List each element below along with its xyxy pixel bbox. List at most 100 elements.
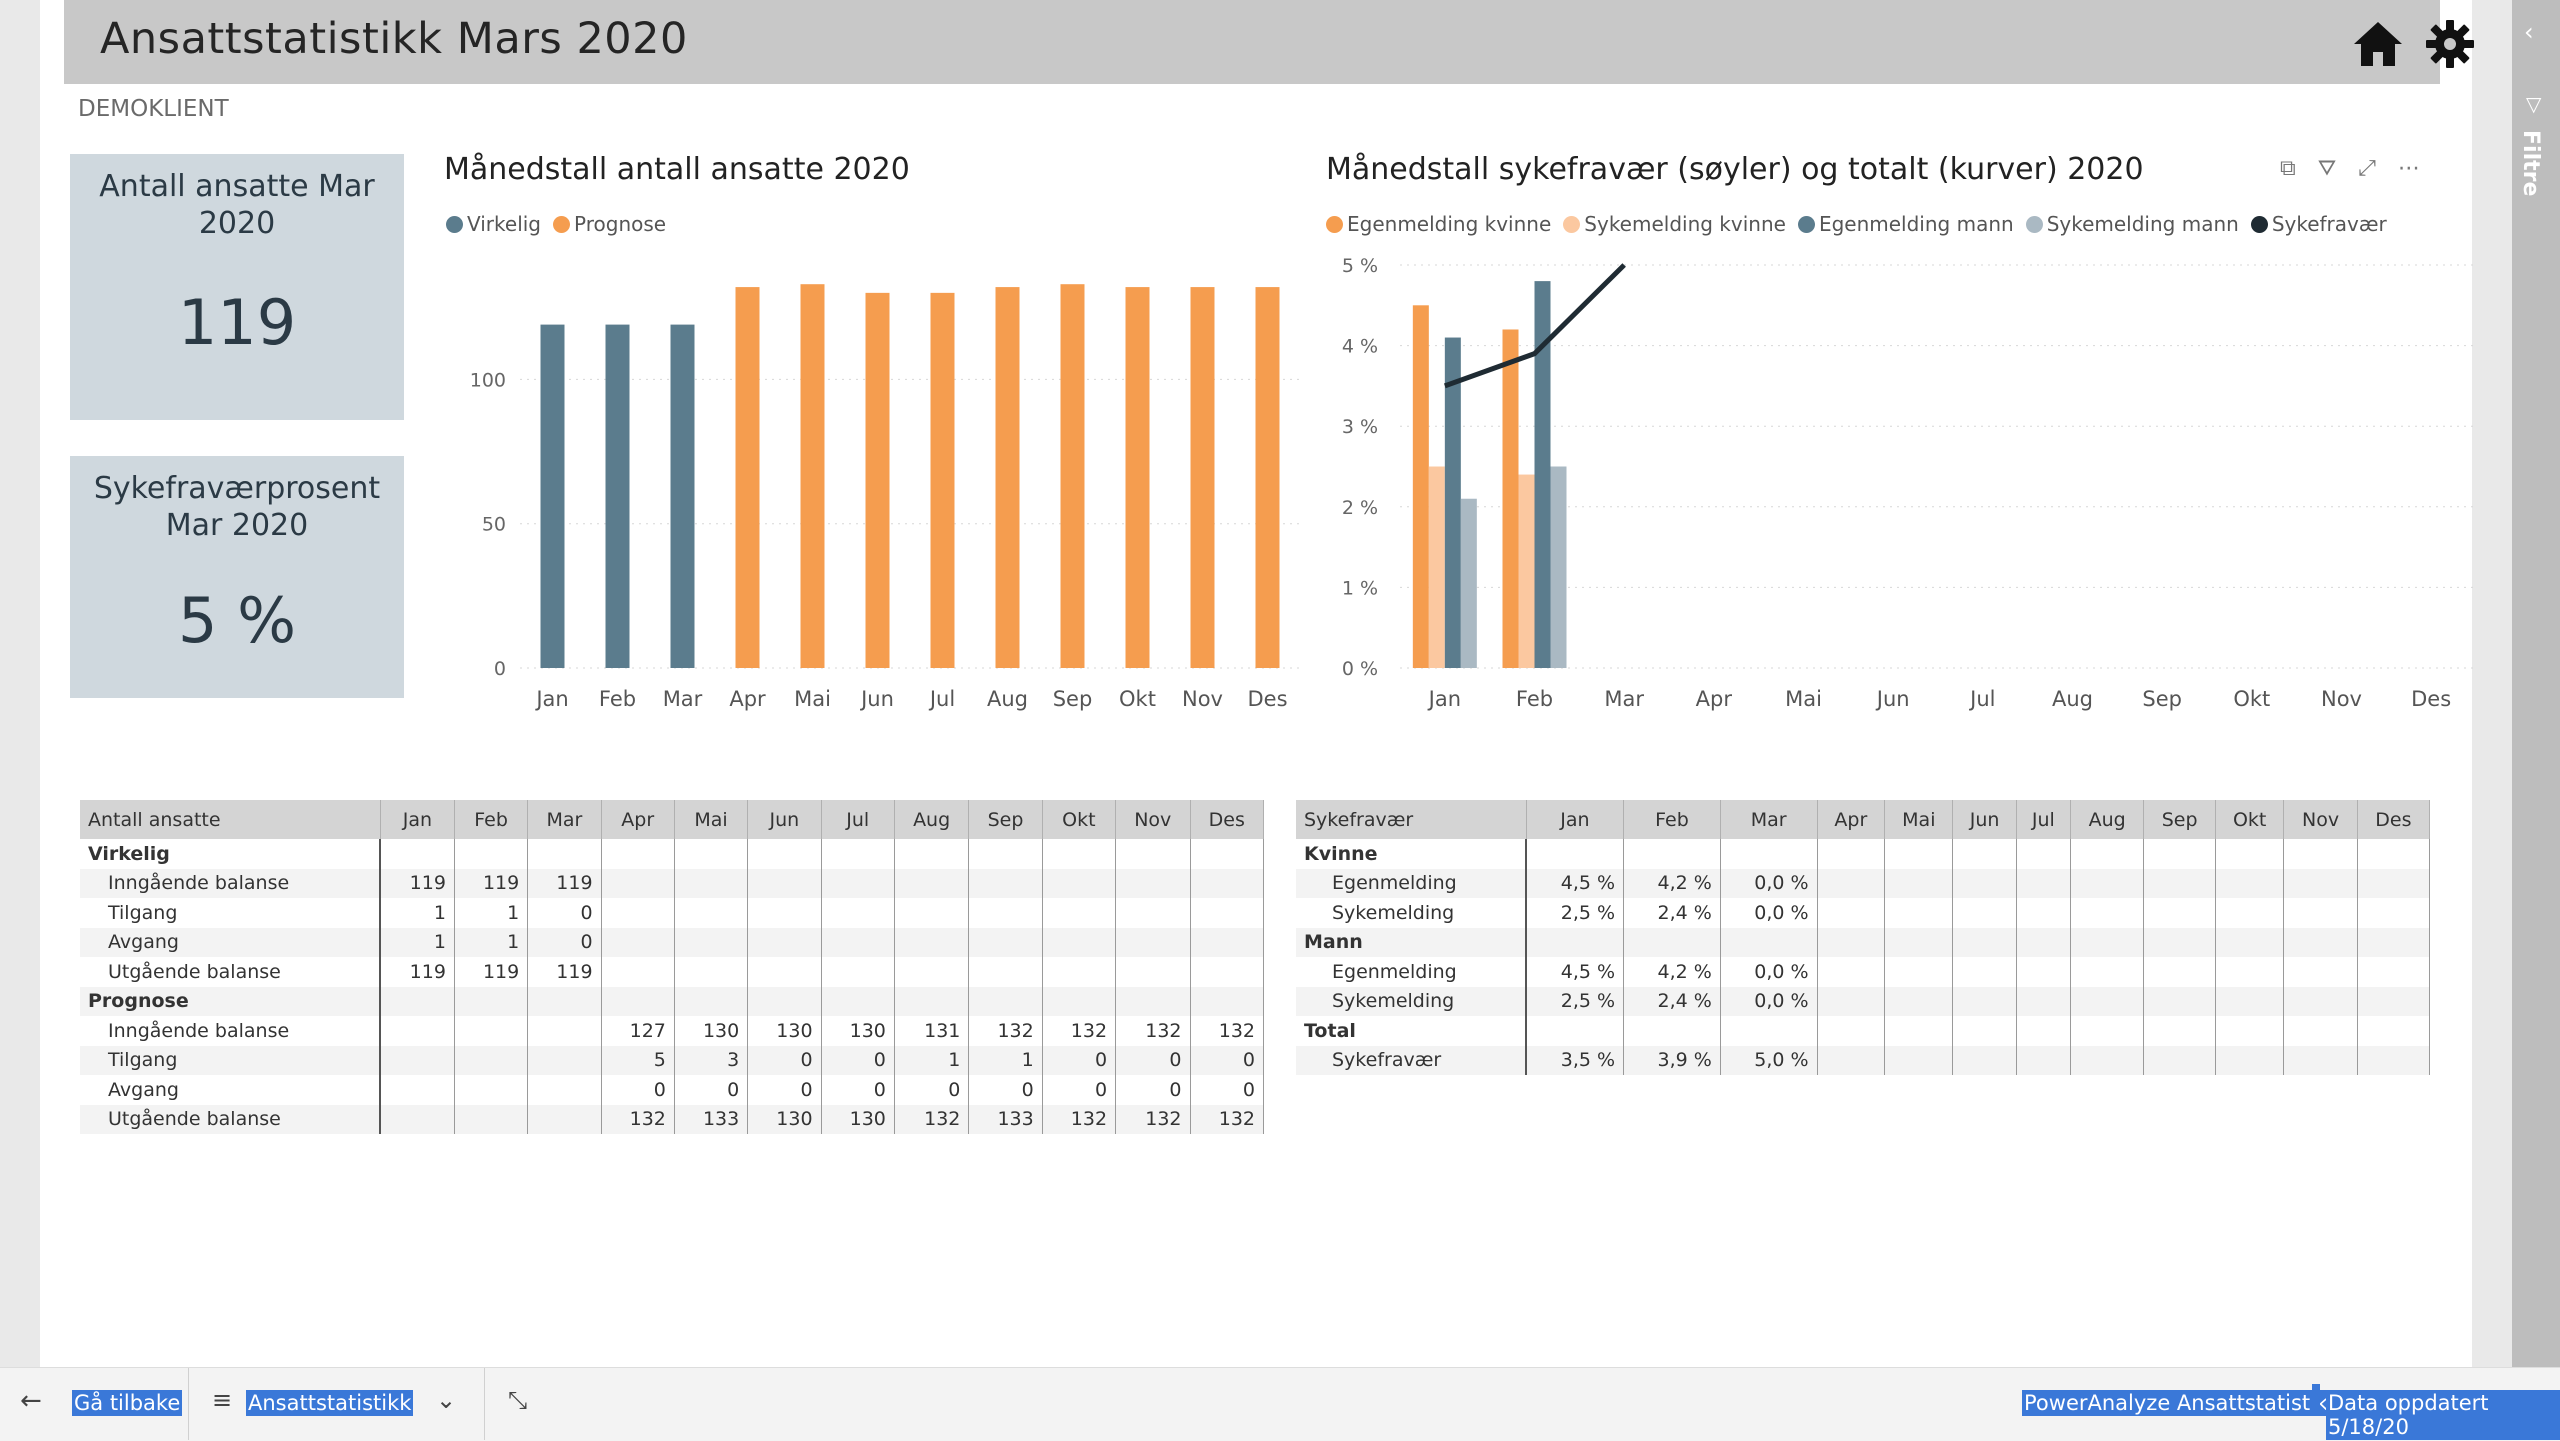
legend-swatch [2025, 215, 2043, 233]
arrow-left-icon[interactable]: ← [20, 1386, 42, 1416]
table-cell [1817, 868, 1886, 898]
table-cell: 0 [821, 1075, 895, 1105]
row-label: Total [1296, 1016, 1528, 1046]
chevron-down-icon[interactable]: ⌄ [436, 1386, 457, 1414]
visual-header-icons: ⧉ ⛛ ⤢ ⋯ [2280, 156, 2420, 181]
legend-item[interactable]: Sykefravær [2250, 212, 2387, 236]
legend-item[interactable]: Virkelig [446, 212, 541, 236]
column-header[interactable]: Nov [1115, 800, 1191, 839]
table-cell [2357, 898, 2431, 928]
table-cell: 0 [821, 1045, 895, 1075]
back-button[interactable]: Gå tilbake [72, 1390, 183, 1416]
focus-mode-icon[interactable]: ⤢ [2358, 156, 2376, 181]
table-row: Egenmelding 4,5 % 4,2 % 0,0 % [1296, 957, 2431, 987]
table-row: Prognose [80, 986, 1264, 1016]
bar-egenmelding-kvinne [1502, 329, 1519, 668]
home-icon[interactable] [2352, 18, 2404, 70]
table-cell [1952, 1045, 2017, 1075]
column-header[interactable]: Jun [747, 800, 822, 839]
table-row: Kvinne [1296, 839, 2431, 869]
legend-label: Sykemelding mann [2046, 212, 2239, 236]
legend-item[interactable]: Prognose [553, 212, 666, 236]
table-cell [1042, 957, 1117, 987]
column-header[interactable]: Aug [2070, 800, 2145, 839]
table-cell [380, 986, 455, 1016]
column-header[interactable]: Des [2357, 800, 2431, 839]
table-cell [968, 839, 1043, 869]
filter-icon[interactable]: ⛛ [2317, 156, 2337, 181]
table-cell [1526, 839, 1625, 869]
column-header[interactable]: Apr [601, 800, 675, 839]
page-list-icon[interactable]: ≡ [212, 1386, 233, 1414]
column-header[interactable]: Sep [2143, 800, 2216, 839]
column-header[interactable]: Feb [1623, 800, 1721, 839]
column-header[interactable]: Feb [454, 800, 529, 839]
table-cell [2070, 898, 2145, 928]
column-header[interactable]: Mar [1720, 800, 1818, 839]
bar-virkelig [540, 324, 565, 668]
x-tick-label: Okt [2233, 687, 2270, 711]
legend-item[interactable]: Egenmelding mann [1797, 212, 2014, 236]
table-cell [601, 986, 675, 1016]
column-header[interactable]: Jan [1526, 800, 1625, 839]
chevron-left-icon[interactable]: ‹ [2524, 18, 2534, 46]
column-header[interactable]: Okt [2215, 800, 2285, 839]
filter-pane-collapsed[interactable]: ‹ ▽ Filtre [2512, 0, 2560, 1367]
table-cell: 132 [894, 1104, 970, 1134]
table-cell [2357, 986, 2431, 1016]
table-cell [380, 1016, 455, 1046]
page-selector[interactable]: Ansattstatistikk [246, 1390, 414, 1416]
column-header[interactable]: Mai [674, 800, 749, 839]
column-header[interactable]: Okt [1042, 800, 1117, 839]
column-header[interactable]: Jan [380, 800, 455, 839]
column-header[interactable]: Nov [2283, 800, 2358, 839]
row-label: Virkelig [80, 839, 382, 869]
legend-item[interactable]: Egenmelding kvinne [1326, 212, 1551, 236]
table-cell [1115, 957, 1191, 987]
column-header[interactable]: Des [1190, 800, 1264, 839]
column-header[interactable]: Aug [894, 800, 970, 839]
client-label: DEMOKLIENT [78, 96, 229, 122]
column-header[interactable]: Mai [1884, 800, 1954, 839]
column-header[interactable]: Sykefravær [1296, 800, 1527, 839]
column-header[interactable]: Apr [1817, 800, 1886, 839]
app-name-link[interactable]: PowerAnalyze Ansattstatistikk [2022, 1390, 2343, 1416]
table-row: Mann [1296, 927, 2431, 957]
row-label: Tilgang [80, 898, 382, 928]
bar-prognose [1125, 287, 1150, 668]
x-tick-label: Jun [859, 687, 894, 711]
collapse-icon[interactable]: ⤡ [508, 1386, 528, 1414]
table-cell: 0 [674, 1075, 749, 1105]
column-header[interactable]: Jul [821, 800, 895, 839]
table-cell: 1 [454, 898, 529, 928]
table-cell [2215, 898, 2285, 928]
table-cell [2143, 898, 2216, 928]
column-header[interactable]: Jul [2016, 800, 2071, 839]
column-header[interactable]: Jun [1952, 800, 2017, 839]
more-options-icon[interactable]: ⋯ [2397, 156, 2420, 181]
table-cell: 1 [380, 898, 455, 928]
table-cell [2143, 1045, 2216, 1075]
row-label: Sykemelding [1296, 986, 1528, 1016]
x-tick-label: Aug [2052, 687, 2093, 711]
bar-sykemelding-kvinne [1518, 474, 1535, 668]
column-header[interactable]: Antall ansatte [80, 800, 381, 839]
bar-virkelig [605, 324, 630, 668]
column-header[interactable]: Mar [527, 800, 602, 839]
gear-icon[interactable] [2424, 18, 2476, 70]
legend-item[interactable]: Sykemelding mann [2025, 212, 2239, 236]
x-tick-label: Jul [928, 687, 955, 711]
table-cell [747, 957, 822, 987]
x-tick-label: Sep [2142, 687, 2182, 711]
table-cell [1623, 927, 1721, 957]
table-cell: 1 [968, 1045, 1043, 1075]
bar-sykemelding-mann [1460, 498, 1477, 668]
column-header[interactable]: Sep [968, 800, 1043, 839]
legend-label: Virkelig [467, 212, 542, 236]
table-cell [454, 839, 529, 869]
table-cell [1190, 839, 1264, 869]
copy-icon[interactable]: ⧉ [2280, 156, 2296, 181]
table-cell: 0,0 % [1720, 986, 1818, 1016]
table-cell [1817, 1045, 1886, 1075]
legend-item[interactable]: Sykemelding kvinne [1563, 212, 1786, 236]
